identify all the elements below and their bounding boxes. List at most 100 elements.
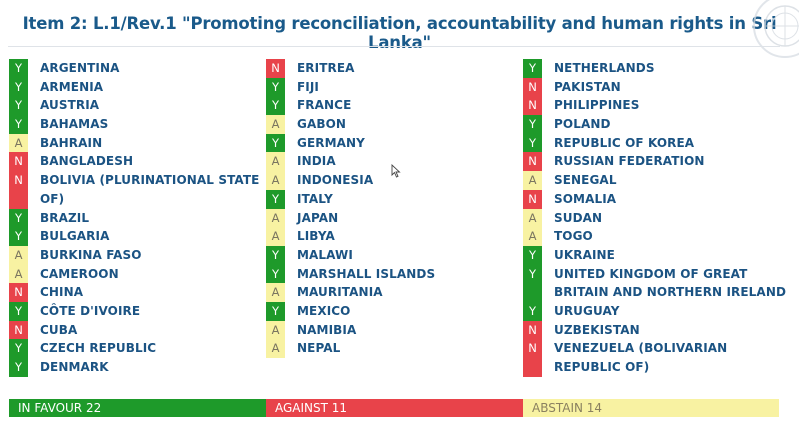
country-name-line: REPUBLIC OF KOREA <box>554 135 695 150</box>
country-name-line: CZECH REPUBLIC <box>40 341 157 356</box>
vote-badge: Y <box>523 245 542 265</box>
vote-row: Y UKRAINE <box>523 245 773 265</box>
country-name: VENEZUELA (BOLIVARIAN REPUBLIC OF) <box>554 339 727 376</box>
country-name-line: POLAND <box>554 117 611 132</box>
vote-row: Y FIJI <box>266 77 516 97</box>
country-name: CUBA <box>40 321 77 340</box>
country-name-line: INDIA <box>297 154 336 169</box>
country-name-line: BANGLADESH <box>40 154 134 169</box>
country-name-line: FRANCE <box>297 98 352 113</box>
vote-badge: Y <box>523 59 542 78</box>
country-name-line: BRITAIN AND NORTHERN IRELAND <box>554 285 787 300</box>
vote-row: N PAKISTAN <box>523 77 773 97</box>
vote-row: Y ARGENTINA <box>9 59 259 78</box>
country-name: BANGLADESH <box>40 152 133 171</box>
vote-badge: Y <box>9 96 28 116</box>
vote-badge: N <box>523 320 542 340</box>
vote-row: N VENEZUELA (BOLIVARIAN REPUBLIC OF) <box>523 339 773 377</box>
vote-row: Y URUGUAY <box>523 301 773 321</box>
country-name: BURKINA FASO <box>40 246 142 265</box>
vote-badge: A <box>266 208 285 228</box>
country-name: BAHRAIN <box>40 134 102 153</box>
vote-row: N RUSSIAN FEDERATION <box>523 152 773 172</box>
country-name-line: UZBEKISTAN <box>554 322 640 337</box>
tally-against: AGAINST 11 <box>266 399 523 417</box>
vote-badge: N <box>266 59 285 78</box>
country-name-line: ARMENIA <box>40 79 104 94</box>
country-name: BULGARIA <box>40 227 109 246</box>
country-name: TOGO <box>554 227 593 246</box>
mouse-pointer-icon <box>391 164 401 178</box>
country-name: SENEGAL <box>554 171 617 190</box>
vote-badge: A <box>523 171 542 190</box>
country-name: LIBYA <box>297 227 335 246</box>
country-name-line: MAURITANIA <box>297 285 383 300</box>
country-name: GERMANY <box>297 134 365 153</box>
vote-badge: Y <box>9 77 28 97</box>
vote-badge: A <box>523 227 542 246</box>
country-name-line: DENMARK <box>40 360 109 375</box>
vote-row: N BOLIVIA (PLURINATIONAL STATE OF) <box>9 171 259 209</box>
country-name: CÔTE D'IVOIRE <box>40 302 140 321</box>
vote-row: A NEPAL <box>266 339 516 358</box>
vote-row: Y POLAND <box>523 115 773 134</box>
vote-badge: A <box>266 320 285 340</box>
vote-column-3: Y NETHERLANDS N PAKISTAN N PHILIPPINES Y POLAND… <box>523 59 786 377</box>
vote-row: A MAURITANIA <box>266 283 516 302</box>
country-name: ARGENTINA <box>40 59 120 78</box>
vote-badge: Y <box>266 77 285 97</box>
title-divider <box>8 46 780 47</box>
country-name: NETHERLANDS <box>554 59 655 78</box>
country-name-line: MALAWI <box>297 247 353 262</box>
vote-badge: N <box>523 189 542 209</box>
vote-row: Y MEXICO <box>266 301 516 321</box>
vote-badge: A <box>266 283 285 302</box>
country-name-line: NETHERLANDS <box>554 61 655 75</box>
country-name: BAHAMAS <box>40 115 108 134</box>
vote-row: N PHILIPPINES <box>523 96 773 116</box>
vote-row: A BAHRAIN <box>9 133 259 153</box>
vote-row: Y NETHERLANDS <box>523 59 773 78</box>
vote-row: Y UNITED KINGDOM OF GREAT BRITAIN AND NORT… <box>523 264 786 302</box>
vote-badge: N <box>523 152 542 172</box>
vote-row: Y BULGARIA <box>9 227 259 246</box>
vote-badge: A <box>9 264 28 284</box>
country-name-line: MARSHALL ISLANDS <box>297 266 436 281</box>
vote-badge: Y <box>266 264 285 284</box>
tally-abstain: ABSTAIN 14 <box>523 399 779 417</box>
country-name: UKRAINE <box>554 246 615 265</box>
country-name: PHILIPPINES <box>554 96 639 115</box>
vote-badge: A <box>266 339 285 358</box>
vote-row: Y BRAZIL <box>9 208 259 228</box>
vote-badge: N <box>523 96 542 116</box>
vote-badge: Y <box>266 133 285 153</box>
country-name-line: BAHAMAS <box>40 117 109 132</box>
vote-row: N ERITREA <box>266 59 516 78</box>
country-name-line: ERITREA <box>297 61 355 75</box>
vote-row: N BANGLADESH <box>9 152 259 172</box>
country-name-line: ITALY <box>297 191 333 206</box>
country-name: AUSTRIA <box>40 96 99 115</box>
country-name: FIJI <box>297 78 319 97</box>
vote-row: Y REPUBLIC OF KOREA <box>523 133 773 153</box>
country-name: SUDAN <box>554 209 602 228</box>
vote-title: Item 2: L.1/Rev.1 "Promoting reconciliat… <box>22 14 777 52</box>
vote-row: N CUBA <box>9 320 259 340</box>
country-name: DENMARK <box>40 358 109 377</box>
country-name: ERITREA <box>297 59 355 78</box>
country-name: UNITED KINGDOM OF GREAT BRITAIN AND NORTH… <box>554 265 786 302</box>
vote-badge: N <box>9 283 28 302</box>
country-name: BOLIVIA (PLURINATIONAL STATE OF) <box>40 171 259 208</box>
country-name-line: JAPAN <box>297 210 339 225</box>
country-name: POLAND <box>554 115 611 134</box>
country-name-line: AUSTRIA <box>40 98 100 113</box>
vote-badge: A <box>266 171 285 190</box>
country-name-line: LIBYA <box>297 229 335 244</box>
vote-row: Y MALAWI <box>266 245 516 265</box>
vote-badge: Y <box>523 115 542 134</box>
vote-badge: Y <box>266 301 285 321</box>
vote-badge: A <box>523 208 542 228</box>
country-name-line: BOLIVIA (PLURINATIONAL STATE <box>40 173 260 188</box>
country-name: REPUBLIC OF KOREA <box>554 134 694 153</box>
country-name-line: MEXICO <box>297 303 351 318</box>
